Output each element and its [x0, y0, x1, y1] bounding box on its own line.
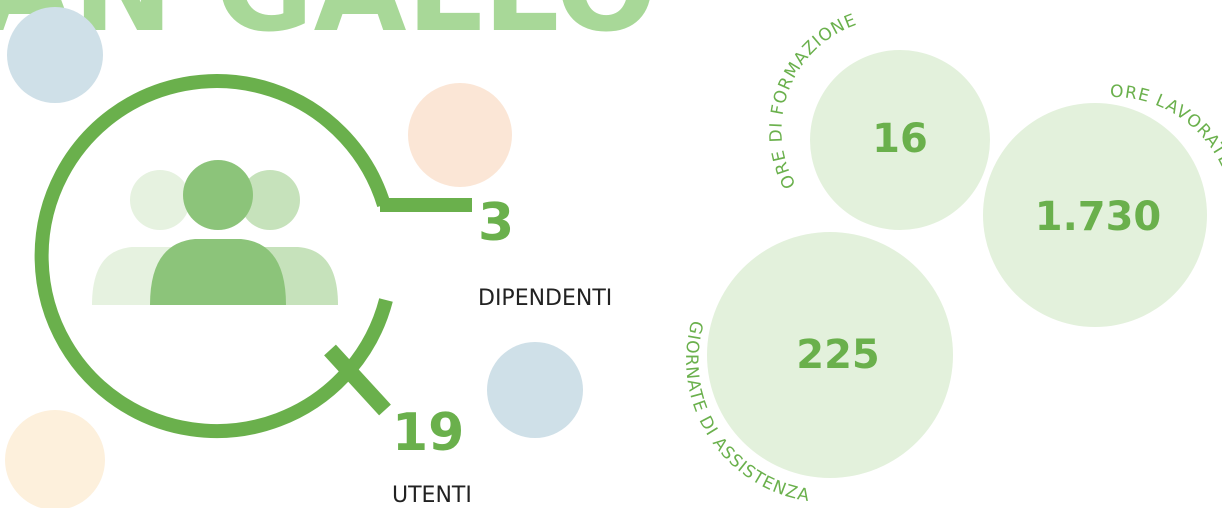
people-icon: [92, 160, 338, 305]
deco-circle: [487, 342, 583, 438]
stat-label: DIPENDENTI: [478, 286, 612, 311]
bubble-number: 1.730: [1035, 194, 1162, 240]
stat-number: 3: [478, 193, 514, 253]
bubble-number: 225: [796, 332, 880, 378]
bubble: [707, 232, 953, 478]
stat-label: UTENTI: [392, 483, 472, 508]
ring: [34, 74, 393, 439]
title: AN GALLO: [0, 0, 657, 59]
bubble: [983, 103, 1207, 327]
magnifier: [34, 74, 472, 439]
bubble-number: 16: [872, 116, 928, 162]
bubble: [810, 50, 990, 230]
deco-circle: [7, 7, 103, 103]
deco-circle: [408, 83, 512, 187]
handle: [324, 344, 391, 416]
stat-number: 19: [392, 403, 464, 463]
deco-circle: [5, 410, 105, 508]
